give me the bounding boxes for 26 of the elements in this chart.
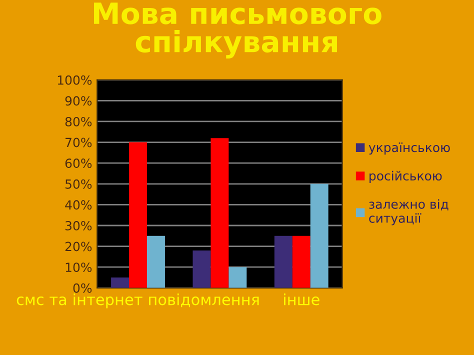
y-tick-label: 70% [66,138,92,148]
bar [292,236,310,288]
y-tick-label: 50% [65,179,92,189]
y-tick-label: 30% [65,220,92,230]
bar [210,138,229,288]
bar [274,236,292,288]
legend-label: українською [368,142,450,155]
bar [228,267,247,288]
bar [129,142,147,288]
y-tick-label: 100% [58,75,92,85]
bar [111,278,130,288]
y-tick-label: 20% [65,242,92,252]
x-tick-label: смс та інтернет повідомлення [16,293,259,308]
chart-title: Мова письмового спілкування [94,2,382,58]
y-tick-label: 90% [65,96,92,106]
y-tick-label: 80% [65,116,92,126]
bar [310,184,328,288]
bar [147,236,165,288]
x-tick-label: інше [284,293,320,306]
y-tick-label: 40% [65,200,92,210]
legend-label: російською [370,170,442,183]
legend-label: залежно від ситуації [369,199,448,226]
bar [192,250,211,288]
y-tick-label: 0% [73,283,92,293]
y-tick-label: 60% [65,158,92,168]
y-tick-label: 10% [66,262,92,272]
